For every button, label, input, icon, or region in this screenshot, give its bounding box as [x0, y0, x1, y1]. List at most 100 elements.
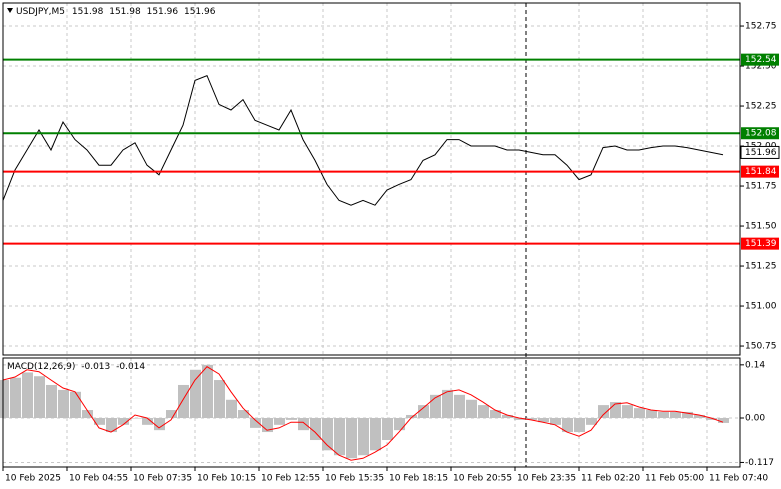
x-tick-label: 10 Feb 18:15: [389, 474, 448, 484]
histogram-bar: [322, 418, 333, 451]
low: 151.96: [147, 7, 179, 17]
marks: [0, 58, 740, 461]
y-tick-label: 151.50: [745, 222, 777, 232]
histogram-bar: [502, 414, 513, 419]
price-panel-border: [2, 2, 741, 356]
close: 151.96: [184, 7, 216, 17]
symbol: USDJPY,M5: [16, 7, 65, 17]
histogram-bar: [214, 380, 225, 419]
x-tick-label: 10 Feb 20:55: [453, 474, 512, 484]
histogram-bar: [94, 418, 105, 425]
price-line: [2, 74, 724, 206]
macd-panel-border: [2, 357, 741, 468]
histogram-bar: [262, 418, 273, 433]
y-tick-label: 151.75: [745, 182, 777, 192]
macd-header: MACD(12,26,9) -0.013 -0.014: [7, 362, 145, 372]
histogram-bar: [0, 380, 10, 419]
x-tick-label: 10 Feb 15:35: [325, 474, 384, 484]
histogram-bar: [178, 384, 189, 419]
histogram-bar: [202, 364, 213, 419]
histogram-bar: [298, 418, 309, 431]
macd-value: -0.013: [81, 362, 110, 372]
histogram-bar: [574, 418, 585, 433]
histogram-bar: [406, 414, 417, 419]
histogram-bar: [286, 418, 297, 420]
x-tick-label: 10 Feb 04:55: [69, 474, 128, 484]
histogram-bar: [346, 418, 357, 459]
histogram-bar: [34, 376, 45, 419]
histogram-bar: [622, 405, 633, 419]
x-tick-label: 10 Feb 23:35: [517, 474, 576, 484]
macd-title: MACD(12,26,9): [7, 362, 75, 372]
histogram-bar: [190, 369, 201, 419]
y-tick-label: -0.117: [745, 458, 774, 468]
histogram-bar: [82, 410, 93, 419]
histogram-bar: [250, 418, 261, 428]
histogram-bar: [310, 418, 321, 441]
histogram-bar: [586, 418, 597, 425]
y-tick-label: 150.75: [745, 342, 777, 352]
labels: 10 Feb 2025 10 Feb 04:55 10 Feb 07:35 10 Fe…: [2, 22, 780, 484]
histogram-bar: [130, 418, 141, 419]
symbol-header: USDJPY,M5 151.98 151.98 151.96 151.96: [16, 7, 216, 17]
histogram-bar: [58, 389, 69, 419]
level-label-box: [741, 165, 779, 178]
header-arrow: [7, 8, 13, 13]
histogram-bar: [70, 391, 81, 419]
histogram-bar: [418, 405, 429, 419]
last-price-box: [740, 145, 780, 159]
x-tick-label: 10 Feb 10:15: [197, 474, 256, 484]
last-price-label: 151.96: [745, 148, 777, 158]
histogram-bar: [466, 399, 477, 419]
level-label-box: [741, 53, 779, 66]
histogram-bar: [382, 418, 393, 441]
histogram-bar: [514, 418, 525, 420]
histogram-bar: [394, 418, 405, 431]
y-tick-label: 151.00: [745, 302, 777, 312]
open: 151.98: [72, 7, 104, 17]
histogram-bar: [562, 418, 573, 433]
x-tick-label: 11 Feb 02:20: [581, 474, 640, 484]
y-tick-label: 152.50: [745, 62, 777, 72]
histogram-bar: [238, 410, 249, 419]
histogram-bar: [550, 418, 561, 425]
histogram-bar: [610, 402, 621, 419]
level-label: 152.08: [745, 129, 777, 139]
histogram-bar: [430, 394, 441, 419]
histogram-bar: [274, 418, 285, 425]
histogram-bar: [478, 405, 489, 419]
histogram-bar: [334, 418, 345, 456]
histogram-bar: [106, 418, 117, 433]
histogram-bar: [22, 372, 33, 419]
histogram-bar: [598, 405, 609, 419]
histogram-bar: [526, 418, 537, 420]
histogram-bar: [682, 411, 693, 419]
y-tick-label: 152.75: [745, 22, 777, 32]
histogram-bar: [358, 418, 369, 456]
y-tick-label: 151.25: [745, 262, 777, 272]
y-tick-label: 0.00: [745, 414, 765, 424]
histogram-bar: [634, 408, 645, 419]
y-tick-label: 152.25: [745, 102, 777, 112]
x-tick-label: 11 Feb 07:40: [709, 474, 768, 484]
histogram-bar: [490, 410, 501, 419]
high: 151.98: [109, 7, 141, 17]
signal-value: -0.014: [116, 362, 145, 372]
histogram-bar: [694, 414, 705, 419]
histogram-bar: [226, 399, 237, 419]
y-tick-label: 0.14: [745, 360, 765, 370]
histogram-bar: [706, 418, 717, 420]
level-label: 151.39: [745, 239, 777, 249]
histogram-bar: [670, 411, 681, 419]
x-tick-label: 10 Feb 07:35: [133, 474, 192, 484]
level-label: 152.54: [745, 55, 777, 65]
histogram-bar: [46, 384, 57, 419]
grids: [2, 3, 740, 467]
histogram-bar: [142, 418, 153, 425]
histogram-bar: [118, 418, 129, 425]
histogram-bar: [658, 411, 669, 419]
histogram-bar: [646, 410, 657, 419]
histogram-bar: [166, 410, 177, 419]
histogram-bar: [718, 418, 729, 423]
